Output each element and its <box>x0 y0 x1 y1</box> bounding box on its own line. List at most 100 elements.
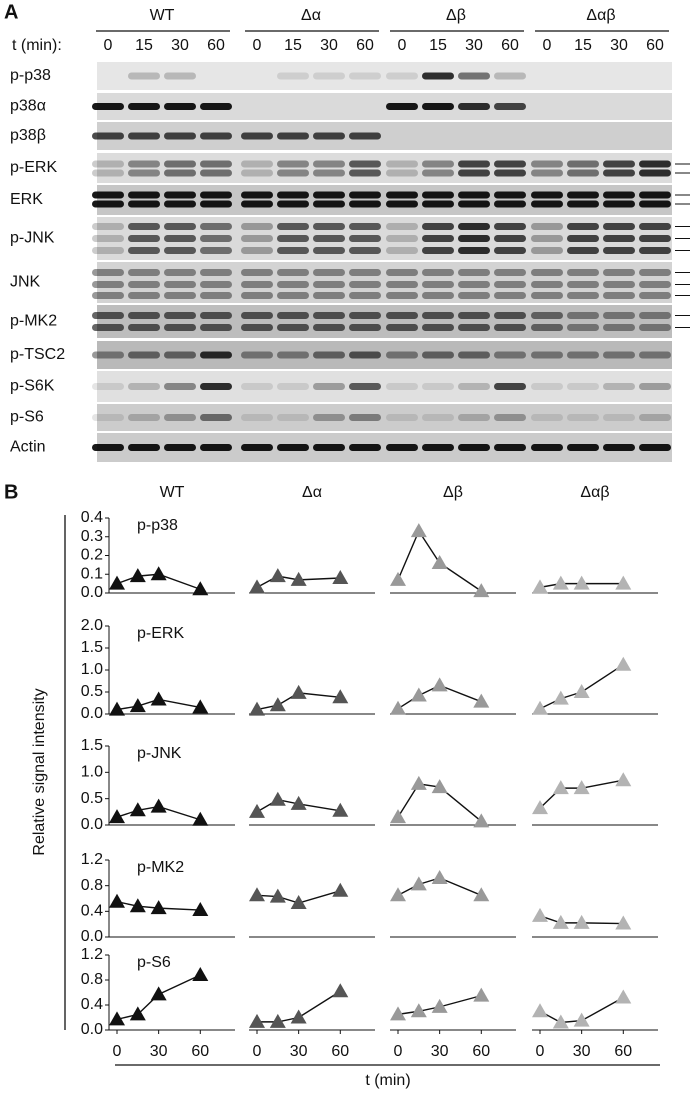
band <box>313 132 345 140</box>
point <box>473 693 490 708</box>
band <box>567 269 599 276</box>
band <box>494 281 526 288</box>
band <box>603 312 635 319</box>
band <box>494 324 526 331</box>
band <box>603 235 635 242</box>
band <box>567 444 599 451</box>
band <box>567 160 599 168</box>
band <box>164 383 196 390</box>
band <box>386 444 418 451</box>
blot-label: p38β <box>10 127 46 144</box>
band <box>164 312 196 319</box>
band <box>128 235 160 242</box>
point <box>410 876 427 891</box>
point <box>269 568 286 583</box>
band <box>567 200 599 208</box>
point <box>269 697 286 712</box>
band <box>422 223 454 230</box>
band <box>92 444 124 451</box>
point <box>532 1003 548 1018</box>
band <box>349 160 381 168</box>
band <box>494 160 526 168</box>
band <box>128 103 160 110</box>
band <box>128 132 160 140</box>
y-tick-label: 1.0 <box>81 661 103 678</box>
blot-label: p-TSC2 <box>10 346 65 363</box>
point <box>129 698 146 713</box>
band <box>92 383 124 390</box>
point <box>192 967 209 981</box>
band <box>241 269 273 276</box>
series-line <box>539 582 624 589</box>
band <box>494 223 526 230</box>
point <box>150 798 167 813</box>
row-title: p-p38 <box>137 517 178 534</box>
band <box>277 160 309 168</box>
point <box>332 882 349 897</box>
x-tick-label: 0 <box>536 1043 545 1060</box>
band <box>128 160 160 168</box>
point <box>249 579 265 594</box>
band <box>639 200 671 208</box>
band <box>531 414 563 421</box>
band <box>241 312 273 319</box>
band <box>386 269 418 276</box>
y-tick-label: 1.5 <box>81 639 103 656</box>
band <box>458 103 490 110</box>
point <box>109 809 125 824</box>
band <box>458 312 490 319</box>
band <box>313 444 345 451</box>
series-line <box>397 684 482 710</box>
y-tick-label: 0.5 <box>81 790 103 807</box>
band <box>349 312 381 319</box>
band <box>639 269 671 276</box>
series-line <box>257 990 341 1023</box>
band <box>603 281 635 288</box>
band <box>277 191 309 199</box>
point <box>473 887 490 902</box>
band <box>494 72 526 80</box>
band <box>349 269 381 276</box>
band <box>567 247 599 254</box>
band <box>458 292 490 299</box>
band <box>422 160 454 168</box>
band <box>128 223 160 230</box>
y-tick-label: 0.0 <box>81 816 103 833</box>
point <box>615 575 632 590</box>
band <box>567 312 599 319</box>
blot-label: p-ERK <box>10 159 57 176</box>
band <box>386 351 418 359</box>
band <box>200 160 232 168</box>
band <box>277 169 309 177</box>
band <box>567 235 599 242</box>
band <box>494 235 526 242</box>
band <box>128 269 160 276</box>
blot-label: Actin <box>10 439 46 456</box>
point <box>573 780 590 795</box>
point <box>109 893 125 908</box>
band <box>531 324 563 331</box>
band <box>313 281 345 288</box>
band <box>241 235 273 242</box>
time-label: 15 <box>574 37 592 54</box>
band <box>241 223 273 230</box>
point <box>109 1011 125 1026</box>
band <box>164 223 196 230</box>
band <box>422 191 454 199</box>
band <box>277 292 309 299</box>
band <box>128 281 160 288</box>
band <box>386 169 418 177</box>
point <box>150 691 167 706</box>
group-header: Δβ <box>446 7 466 24</box>
point <box>290 795 307 810</box>
band <box>422 383 454 390</box>
point <box>109 575 125 590</box>
point <box>532 907 548 922</box>
point <box>109 701 125 716</box>
band <box>531 169 563 177</box>
band <box>164 324 196 331</box>
band <box>313 351 345 359</box>
band <box>200 292 232 299</box>
band <box>531 312 563 319</box>
band <box>277 281 309 288</box>
